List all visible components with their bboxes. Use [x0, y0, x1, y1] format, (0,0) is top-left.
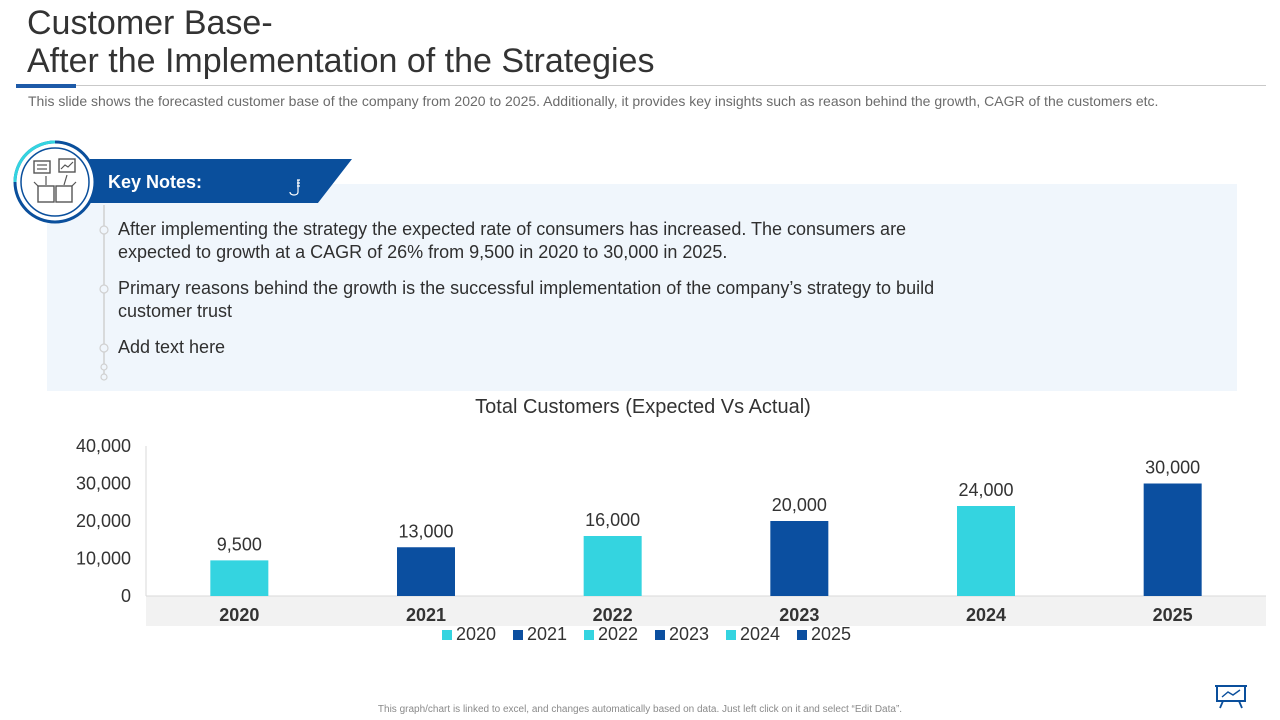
notes-timeline: [99, 205, 109, 381]
data-label-2025: 30,000: [1145, 458, 1200, 478]
legend-label-2025: 2025: [811, 624, 851, 644]
legend-label-2023: 2023: [669, 624, 709, 644]
bar-2022: [583, 536, 642, 596]
key-notes-title: Key Notes:: [108, 172, 203, 192]
x-axis-band: [146, 596, 1266, 626]
title-divider: [76, 85, 1266, 86]
key-note-1: After implementing the strategy the expe…: [118, 219, 907, 262]
legend-label-2021: 2021: [527, 624, 567, 644]
legend-label-2022: 2022: [598, 624, 638, 644]
legend-item-2022: 2022: [584, 624, 638, 644]
legend-swatch-2023: [655, 630, 665, 640]
legend-swatch-2022: [584, 630, 594, 640]
x-tick-label-2023: 2023: [779, 605, 819, 625]
data-label-2022: 16,000: [585, 510, 640, 530]
bar-2025: [1143, 483, 1202, 596]
presentation-board-icon: [1215, 685, 1247, 709]
data-label-2023: 20,000: [772, 495, 827, 515]
legend-item-2020: 2020: [442, 624, 496, 644]
data-label-2020: 9,500: [217, 534, 262, 554]
legend-swatch-2020: [442, 630, 452, 640]
bar-2021: [397, 547, 455, 596]
customers-bar-chart[interactable]: 0 10,000 20,000 30,000 40,000 9,500 2020 13,000…: [0, 430, 1280, 660]
page-title: Customer Base- After the Implementation …: [27, 4, 654, 80]
page-title-line1: Customer Base-: [27, 4, 273, 42]
legend-label-2024: 2024: [740, 624, 780, 644]
paperclip-icon: [289, 179, 300, 196]
page-title-line2: After the Implementation of the Strategi…: [27, 42, 655, 80]
title-accent-bar: [16, 84, 76, 88]
data-label-2021: 13,000: [398, 521, 453, 541]
page-subtitle: This slide shows the forecasted customer…: [28, 93, 1159, 109]
bar-2024: [957, 506, 1015, 596]
analytics-boxes-icon: [13, 140, 97, 224]
y-tick-label: 20,000: [76, 511, 131, 531]
legend-item-2024: 2024: [726, 624, 780, 644]
legend-swatch-2021: [513, 630, 523, 640]
key-notes-panel: [47, 184, 1237, 391]
y-tick-label: 0: [121, 586, 131, 606]
legend-item-2021: 2021: [513, 624, 567, 644]
y-tick-label: 10,000: [76, 549, 131, 569]
x-tick-label-2024: 2024: [966, 605, 1006, 625]
chart-title: Total Customers (Expected Vs Actual): [475, 396, 811, 418]
bar-2020: [210, 560, 269, 596]
key-note-3: Add text here: [118, 337, 226, 357]
y-tick-label: 40,000: [76, 436, 131, 456]
key-note-2: Primary reasons behind the growth is the…: [118, 278, 935, 321]
legend-item-2025: 2025: [797, 624, 851, 644]
x-tick-label-2020: 2020: [219, 605, 259, 625]
legend-swatch-2024: [726, 630, 736, 640]
x-tick-label-2021: 2021: [406, 605, 446, 625]
data-label-2024: 24,000: [958, 480, 1013, 500]
key-notes-banner: [90, 159, 352, 203]
bar-2023: [770, 521, 829, 596]
y-tick-label: 30,000: [76, 474, 131, 494]
x-tick-label-2022: 2022: [593, 605, 633, 625]
footer-note: This graph/chart is linked to excel, and…: [377, 704, 903, 715]
x-tick-label-2025: 2025: [1153, 605, 1193, 625]
legend-label-2020: 2020: [456, 624, 496, 644]
legend-swatch-2025: [797, 630, 807, 640]
legend-item-2023: 2023: [655, 624, 709, 644]
